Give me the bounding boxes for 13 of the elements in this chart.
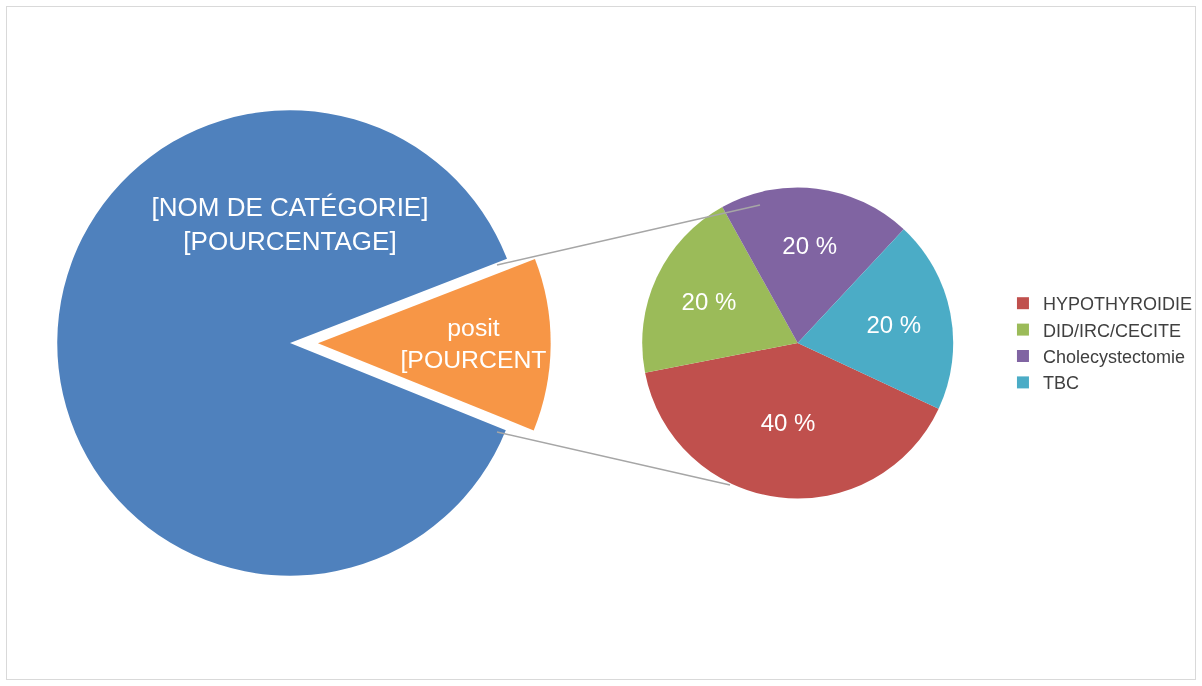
data-label: [POURCENTAGE] bbox=[183, 225, 397, 256]
data-label: 20 % bbox=[782, 232, 837, 260]
data-label: 40 % bbox=[760, 408, 816, 436]
legend-label: Cholecystectomie bbox=[1042, 347, 1186, 368]
slice-label: posit bbox=[447, 313, 500, 341]
slice-label: [NOM DE CATÉGORIE] bbox=[151, 191, 429, 222]
legend-label: HYPOTHYROIDIE bbox=[1042, 294, 1192, 315]
legend-label: TBC bbox=[1042, 373, 1079, 394]
legend-label: DID/IRC/CECITE bbox=[1042, 320, 1181, 341]
data-label: [POURCENT bbox=[400, 345, 547, 373]
data-label: 20 % bbox=[681, 288, 737, 316]
data-label: 20 % bbox=[866, 310, 922, 338]
pie-slice bbox=[645, 343, 939, 499]
